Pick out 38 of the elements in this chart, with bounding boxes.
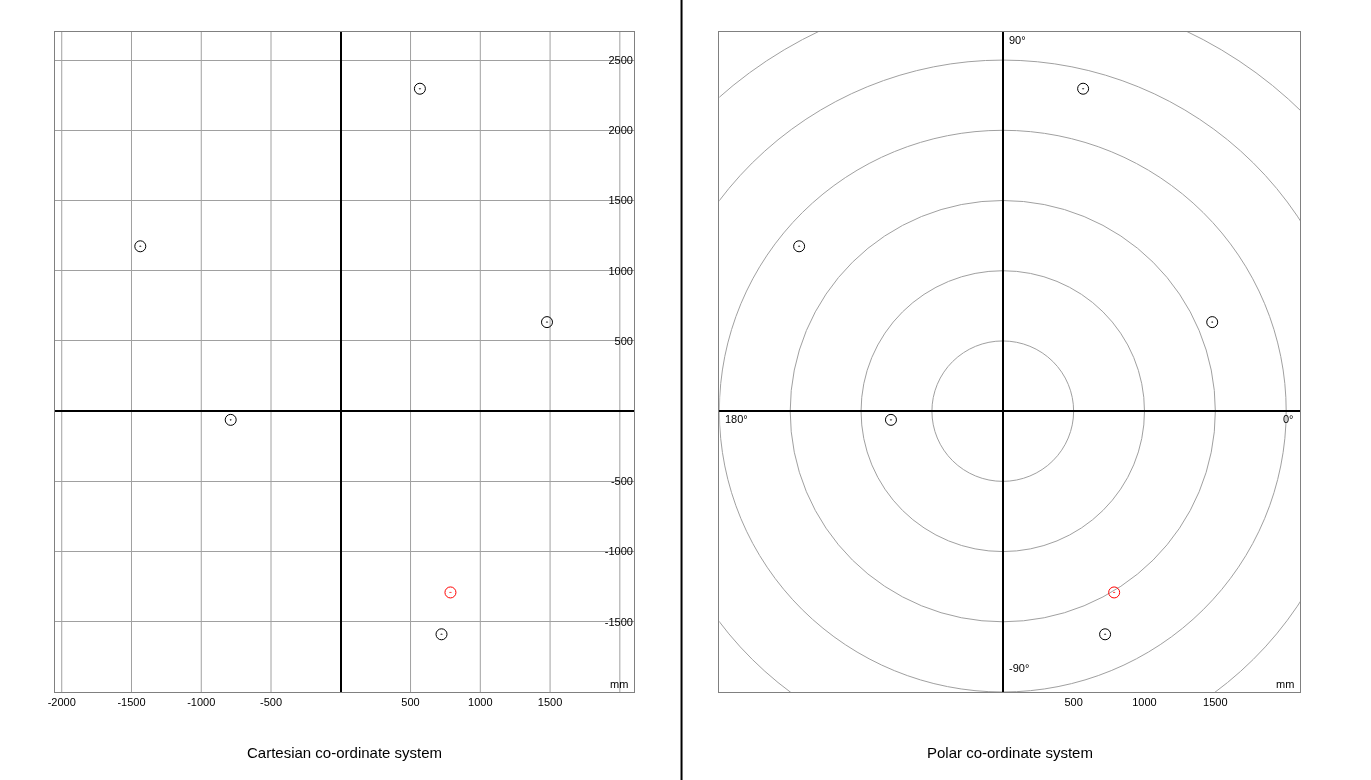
- x-tick-label: 1000: [468, 696, 493, 709]
- x-tick-label: 1500: [1203, 696, 1228, 709]
- annotation: 0°: [1283, 413, 1294, 425]
- x-tick-label: -1500: [117, 696, 146, 709]
- point: [1099, 628, 1112, 641]
- annotation: -90°: [1009, 662, 1030, 674]
- annotation: mm: [610, 678, 629, 690]
- x-tick-label: -2000: [47, 696, 76, 709]
- x-tick-label: 1500: [537, 696, 563, 709]
- y-tick-label: -1500: [604, 615, 633, 628]
- y-tick-label: -500: [610, 475, 633, 488]
- y-tick-label: 1500: [608, 194, 633, 207]
- point: [884, 413, 897, 426]
- y-tick-label: 2500: [608, 53, 633, 66]
- annotation: 90°: [1009, 34, 1026, 46]
- x-tick-label: 500: [401, 696, 420, 709]
- point: [134, 240, 147, 253]
- x-tick-label: 1000: [1132, 696, 1157, 709]
- point: [224, 413, 237, 426]
- x-tick-label: -1000: [187, 696, 216, 709]
- point: [413, 82, 426, 95]
- point: [444, 586, 457, 599]
- x-tick-label: -500: [260, 696, 283, 709]
- point: [1077, 82, 1090, 95]
- point: [793, 240, 806, 253]
- annotation: mm: [1276, 678, 1295, 690]
- point: [541, 316, 553, 329]
- x-tick-label: 500: [1064, 696, 1083, 709]
- y-tick-label: 1000: [608, 264, 633, 277]
- point: [1108, 586, 1121, 599]
- y-tick-label: 2000: [608, 124, 633, 137]
- point: [1206, 316, 1219, 329]
- y-tick-label: 500: [614, 334, 633, 347]
- text: Polar co-ordinate system: [927, 744, 1093, 761]
- point: [435, 628, 448, 641]
- y-tick-label: -1000: [604, 545, 633, 558]
- text: Cartesian co-ordinate system: [247, 744, 443, 761]
- annotation: 180°: [725, 413, 748, 425]
